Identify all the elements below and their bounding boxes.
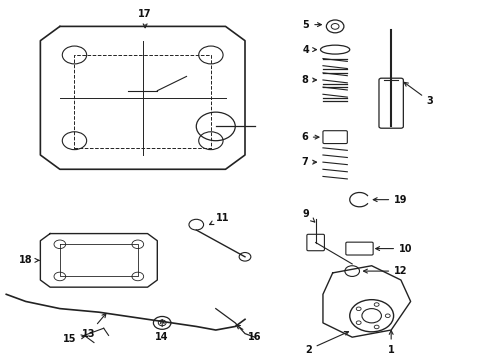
Text: 3: 3 xyxy=(404,82,434,107)
Text: 4: 4 xyxy=(302,45,317,55)
Text: 13: 13 xyxy=(82,314,106,339)
Text: 1: 1 xyxy=(388,330,394,355)
Text: 15: 15 xyxy=(63,334,85,344)
Text: 19: 19 xyxy=(373,195,408,204)
Text: 10: 10 xyxy=(376,244,413,253)
Text: 9: 9 xyxy=(302,209,315,222)
Text: 16: 16 xyxy=(236,325,262,342)
Text: 17: 17 xyxy=(138,9,152,28)
Text: 6: 6 xyxy=(301,132,319,142)
Text: 2: 2 xyxy=(305,332,348,355)
Text: 7: 7 xyxy=(301,157,317,167)
Text: 14: 14 xyxy=(155,320,169,342)
Text: 11: 11 xyxy=(210,212,230,225)
Text: 8: 8 xyxy=(301,75,317,85)
Text: 5: 5 xyxy=(302,19,321,30)
Text: 12: 12 xyxy=(364,266,408,276)
Text: 18: 18 xyxy=(19,255,39,265)
